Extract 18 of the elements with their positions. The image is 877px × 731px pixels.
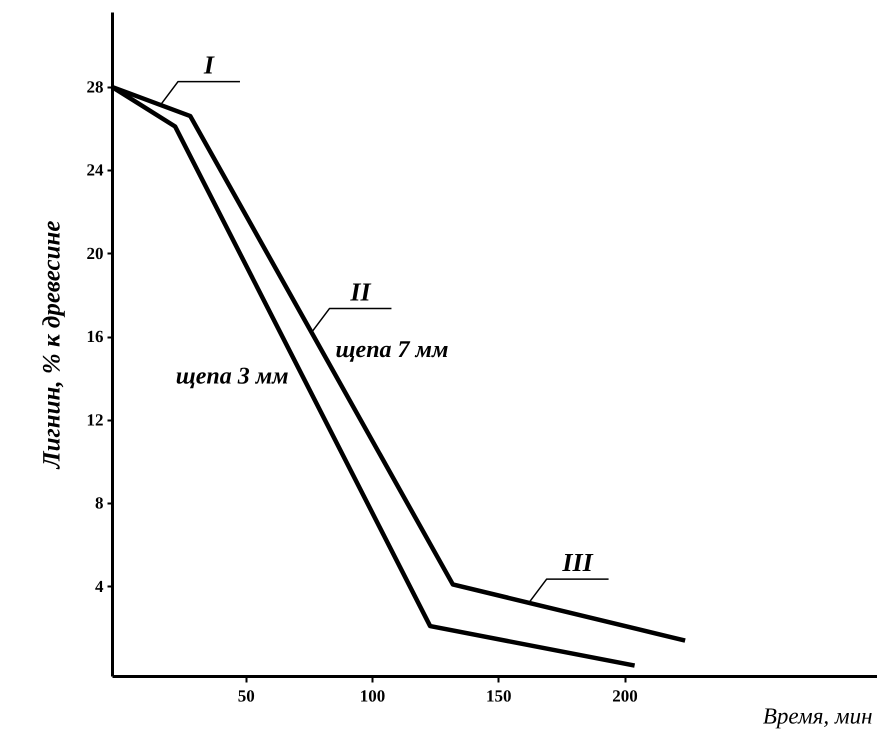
y-tick-label: 24 bbox=[86, 160, 104, 180]
y-tick-label: 28 bbox=[86, 77, 104, 96]
series-label: щепа 3 мм bbox=[176, 363, 289, 390]
x-tick-label: 100 bbox=[360, 686, 386, 706]
annotation: II bbox=[349, 278, 372, 307]
annotation: III bbox=[561, 548, 594, 578]
y-tick-label: 4 bbox=[95, 576, 104, 596]
legend-label: щепа 7 мм bbox=[336, 337, 448, 364]
annotation: I bbox=[202, 50, 215, 80]
x-tick-label: 150 bbox=[486, 686, 512, 706]
y-tick-label: 12 bbox=[86, 410, 104, 430]
x-tick-label: 200 bbox=[612, 686, 638, 706]
y-tick-label: 16 bbox=[86, 327, 104, 346]
y-tick-label: 8 bbox=[95, 494, 104, 513]
x-axis-title: Время, мин bbox=[762, 704, 872, 728]
x-tick-label: 50 bbox=[238, 686, 255, 706]
y-tick-label: 20 bbox=[86, 244, 104, 263]
y-axis-title: Лигнин, % к древесине bbox=[38, 220, 66, 470]
